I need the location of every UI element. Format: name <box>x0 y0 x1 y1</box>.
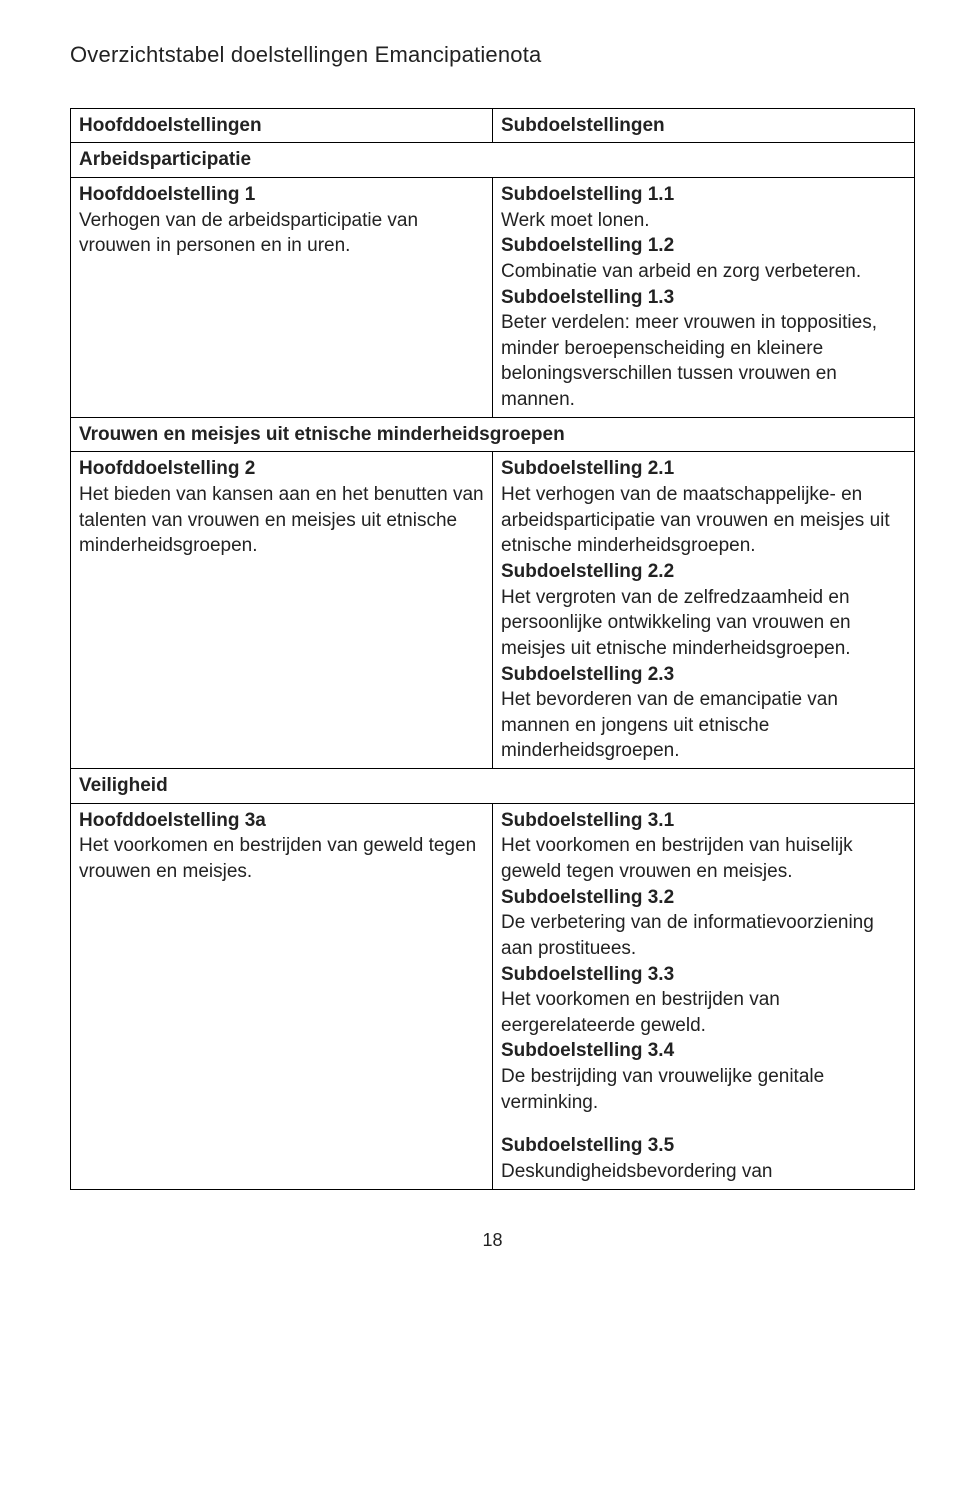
sub-3-2-title: Subdoelstelling 3.2 <box>501 885 906 911</box>
hoofddoelstelling-1-title: Hoofddoelstelling 1 <box>79 182 484 208</box>
objectives-table: Hoofddoelstellingen Subdoelstellingen Ar… <box>70 108 915 1190</box>
hoofddoelstelling-1-body: Verhogen van de arbeidsparticipatie van … <box>79 208 484 259</box>
sub-3-2-body: De verbetering van de informatievoorzien… <box>501 910 906 961</box>
section-span: Vrouwen en meisjes uit etnische minderhe… <box>71 417 915 452</box>
sub-1-1-title: Subdoelstelling 1.1 <box>501 182 906 208</box>
section1-left-cell: Hoofddoelstelling 1 Verhogen van de arbe… <box>71 177 493 417</box>
sub-3-5-body: Deskundigheidsbevordering van <box>501 1159 906 1185</box>
sub-2-1-title: Subdoelstelling 2.1 <box>501 456 906 482</box>
sub-3-1-body: Het voorkomen en bestrijden van huiselij… <box>501 833 906 884</box>
page-number: 18 <box>70 1228 915 1252</box>
sub-3-5-title: Subdoelstelling 3.5 <box>501 1133 906 1159</box>
table-header-row: Hoofddoelstellingen Subdoelstellingen <box>71 108 915 143</box>
section-row-veiligheid: Veiligheid <box>71 769 915 804</box>
sub-3-3-title: Subdoelstelling 3.3 <box>501 962 906 988</box>
header-left: Hoofddoelstellingen <box>71 108 493 143</box>
section1-right-cell: Subdoelstelling 1.1 Werk moet lonen. Sub… <box>493 177 915 417</box>
sub-1-3-title: Subdoelstelling 1.3 <box>501 285 906 311</box>
section-span: Veiligheid <box>71 769 915 804</box>
sub-2-1-body: Het verhogen van de maatschappelijke- en… <box>501 482 906 559</box>
section-span: Arbeidsparticipatie <box>71 143 915 178</box>
section-row-arbeidsparticipatie: Arbeidsparticipatie <box>71 143 915 178</box>
sub-3-4-body: De bestrijding van vrouwelijke genitale … <box>501 1064 906 1115</box>
section2-left-cell: Hoofddoelstelling 2 Het bieden van kanse… <box>71 452 493 769</box>
section3-left-cell: Hoofddoelstelling 3a Het voorkomen en be… <box>71 803 493 1189</box>
sub-1-1-body: Werk moet lonen. <box>501 208 906 234</box>
sub-2-2-title: Subdoelstelling 2.2 <box>501 559 906 585</box>
sub-1-2-body: Combinatie van arbeid en zorg verbeteren… <box>501 259 906 285</box>
hoofddoelstelling-2-body: Het bieden van kansen aan en het benutte… <box>79 482 484 559</box>
sub-1-2-title: Subdoelstelling 1.2 <box>501 233 906 259</box>
header-right: Subdoelstellingen <box>493 108 915 143</box>
page-title: Overzichtstabel doelstellingen Emancipat… <box>70 40 915 70</box>
hoofddoelstelling-3a-body: Het voorkomen en bestrijden van geweld t… <box>79 833 484 884</box>
hoofddoelstelling-2-title: Hoofddoelstelling 2 <box>79 456 484 482</box>
section-row-etnische: Vrouwen en meisjes uit etnische minderhe… <box>71 417 915 452</box>
sub-3-3-body: Het voorkomen en bestrijden van eergerel… <box>501 987 906 1038</box>
section2-content-row: Hoofddoelstelling 2 Het bieden van kanse… <box>71 452 915 769</box>
section3-content-row: Hoofddoelstelling 3a Het voorkomen en be… <box>71 803 915 1189</box>
sub-3-4-title: Subdoelstelling 3.4 <box>501 1038 906 1064</box>
sub-1-3-body: Beter verdelen: meer vrouwen in topposit… <box>501 310 906 413</box>
section3-right-cell: Subdoelstelling 3.1 Het voorkomen en bes… <box>493 803 915 1189</box>
sub-2-2-body: Het vergroten van de zelfredzaamheid en … <box>501 585 906 662</box>
section2-right-cell: Subdoelstelling 2.1 Het verhogen van de … <box>493 452 915 769</box>
sub-2-3-title: Subdoelstelling 2.3 <box>501 662 906 688</box>
hoofddoelstelling-3a-title: Hoofddoelstelling 3a <box>79 808 484 834</box>
sub-2-3-body: Het bevorderen van de emancipatie van ma… <box>501 687 906 764</box>
sub-3-1-title: Subdoelstelling 3.1 <box>501 808 906 834</box>
section1-content-row: Hoofddoelstelling 1 Verhogen van de arbe… <box>71 177 915 417</box>
